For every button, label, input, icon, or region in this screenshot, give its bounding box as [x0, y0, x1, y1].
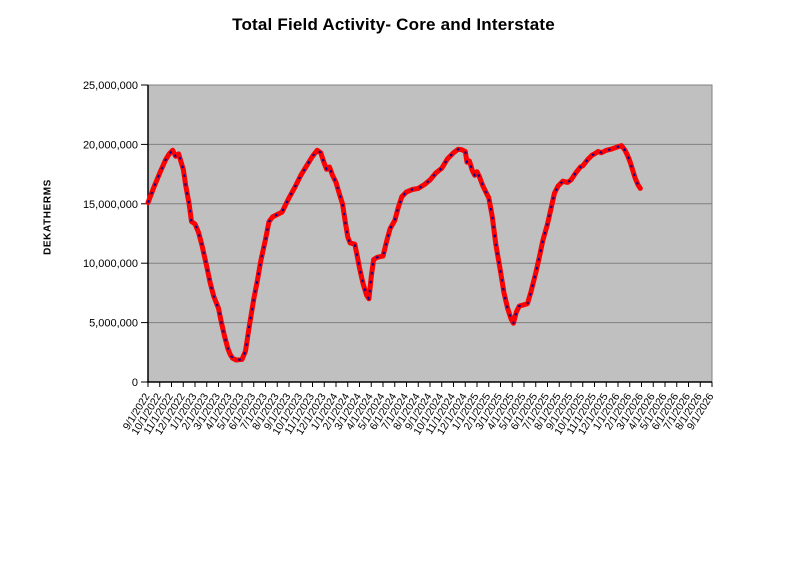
y-axis-tick-label: 5,000,000	[89, 318, 138, 330]
y-axis-tick-label: 20,000,000	[83, 139, 138, 151]
plot-background	[147, 84, 713, 383]
y-axis-tick-label: 25,000,000	[83, 80, 138, 92]
series-line-total-field-activity	[145, 143, 643, 363]
y-axis-tick-label: 15,000,000	[83, 199, 138, 211]
y-axis-tick-label: 10,000,000	[83, 258, 138, 270]
y-axis-tick-label: 0	[132, 377, 138, 389]
chart-title: Total Field Activity- Core and Interstat…	[232, 15, 555, 34]
